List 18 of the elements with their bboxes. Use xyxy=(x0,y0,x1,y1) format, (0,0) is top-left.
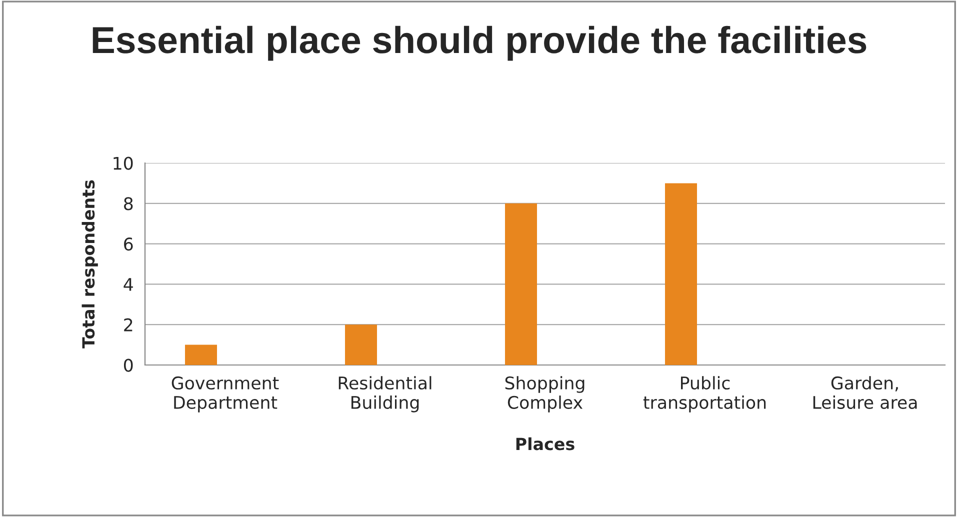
x-tick-label: Garden, Leisure area xyxy=(813,376,917,409)
y-tick-label: 4 xyxy=(124,278,133,291)
y-axis-title: Total respondents xyxy=(82,180,98,348)
x-tick-label: Public transportation xyxy=(643,376,766,412)
x-tick-label: Government Department xyxy=(172,376,279,412)
chart-title: Essential place should provide the facilities xyxy=(92,26,866,61)
y-tick-label: 6 xyxy=(124,238,133,251)
y-tick-label: 0 xyxy=(124,358,133,372)
bar xyxy=(505,203,537,365)
x-tick-label: Shopping Complex xyxy=(505,376,584,412)
bar xyxy=(185,344,217,365)
bar xyxy=(345,324,377,365)
y-tick-label: 2 xyxy=(124,318,132,332)
y-tick-label: 8 xyxy=(124,197,133,210)
x-axis-title: Places xyxy=(516,437,574,450)
x-tick-label: Residential Building xyxy=(338,376,432,412)
y-tick-label: 10 xyxy=(114,156,133,170)
bar xyxy=(665,183,697,365)
